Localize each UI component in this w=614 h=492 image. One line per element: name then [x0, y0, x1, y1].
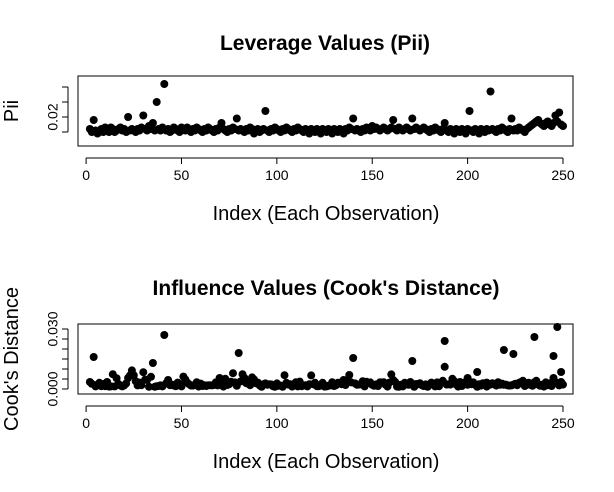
y-tick-label: 0.02 [45, 103, 61, 130]
y-axis: 0.02 [45, 86, 69, 133]
data-point [530, 333, 539, 341]
data-points [85, 323, 567, 391]
y-tick-label: 0.030 [45, 311, 61, 346]
data-point [549, 352, 558, 360]
data-point [465, 107, 474, 115]
x-axis: 0 50 100 150 200 250 [82, 405, 575, 431]
leverage-panel: Leverage Values (Pii) 0 50 100 150 200 250 0.… [1, 32, 575, 225]
data-point [440, 337, 449, 345]
data-point [486, 87, 495, 96]
data-point [229, 369, 237, 378]
x-tick-label: 150 [361, 167, 385, 183]
plot-frame [77, 75, 574, 147]
data-point [349, 354, 358, 362]
data-point [473, 368, 482, 376]
data-point [482, 378, 491, 387]
data-point [408, 114, 417, 123]
data-point [555, 108, 564, 117]
data-point [232, 114, 241, 123]
data-point [137, 381, 146, 390]
plot-frame [77, 323, 574, 395]
chart-title: Leverage Values (Pii) [220, 32, 430, 55]
x-tick-label: 100 [265, 167, 289, 183]
data-point [124, 113, 133, 121]
data-points [85, 80, 567, 138]
data-point [160, 331, 169, 339]
chart-title: Influence Values (Cook's Distance) [153, 277, 500, 300]
data-point [557, 368, 566, 376]
x-tick-label: 50 [174, 167, 190, 183]
data-point [553, 323, 562, 331]
x-axis-label: Index (Each Observation) [213, 451, 440, 473]
data-point [129, 371, 138, 380]
x-axis: 0 50 100 150 200 250 [82, 157, 575, 183]
x-tick-label: 250 [551, 415, 575, 431]
y-axis: 0.000 0.030 [45, 311, 69, 407]
data-point [509, 350, 518, 358]
data-point [463, 374, 472, 382]
data-point [507, 114, 516, 123]
data-point [217, 119, 226, 127]
x-axis-label: Index (Each Observation) [213, 203, 440, 225]
data-point [148, 359, 157, 367]
data-point [499, 346, 508, 354]
x-tick-label: 0 [82, 415, 90, 431]
x-tick-label: 150 [361, 415, 385, 431]
data-point [440, 119, 449, 127]
data-point [559, 380, 567, 389]
data-point [349, 114, 358, 123]
data-point [261, 107, 270, 115]
data-point [139, 111, 148, 120]
x-tick-label: 250 [551, 167, 575, 183]
data-point [389, 116, 398, 124]
data-point [408, 357, 417, 365]
data-point [152, 98, 161, 106]
x-tick-label: 50 [174, 415, 190, 431]
x-tick-label: 100 [265, 415, 289, 431]
y-axis-label: Pii [1, 100, 23, 122]
cooks-distance-panel: Influence Values (Cook's Distance) 0 50 10… [1, 277, 575, 473]
x-tick-label: 200 [456, 415, 480, 431]
data-point [145, 382, 153, 391]
y-tick-label: 0.000 [45, 371, 61, 406]
data-point [89, 116, 98, 124]
data-point [559, 122, 567, 130]
data-point [518, 376, 527, 385]
data-point [147, 372, 155, 381]
data-point [139, 368, 148, 377]
data-point [177, 382, 186, 391]
data-point [307, 371, 316, 380]
data-point [234, 349, 243, 357]
y-axis-label: Cook's Distance [1, 287, 23, 431]
data-point [148, 119, 157, 127]
data-point [440, 362, 449, 371]
x-tick-label: 0 [82, 167, 90, 183]
data-point [89, 353, 98, 361]
data-point [280, 371, 289, 380]
data-point [345, 371, 354, 379]
x-tick-label: 200 [456, 167, 480, 183]
data-point [160, 80, 169, 88]
